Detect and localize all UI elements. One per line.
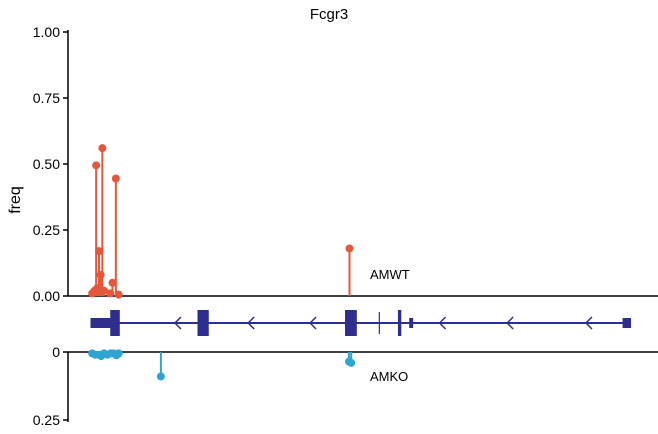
amwt-point [108,278,117,287]
strand-arrow [506,316,514,330]
gene-exon-utr [622,318,631,328]
strand-arrow [247,316,255,330]
gene-exon-utr [90,318,116,328]
amko-point [114,349,123,358]
bottom-y-tick-label: 0.25 [33,412,60,428]
top-y-tick-label: 1.00 [33,24,60,40]
amwt-point [92,161,101,170]
amwt-point [96,270,105,279]
amwt-point [94,247,103,256]
amko-point [347,358,356,367]
gene-track [90,310,631,336]
top-y-tick-label: 0.25 [33,222,60,238]
gene-exon-cds [110,310,120,336]
top-y-tick-label: 0.50 [33,156,60,172]
gene-exon-cds [344,310,357,336]
top-y-tick-label: 0.00 [33,288,60,304]
strand-arrow [309,316,317,330]
amwt-point [114,290,123,299]
top-y-tick-label: 0.75 [33,90,60,106]
gene-exon-cds [397,310,402,336]
gene-exon-utr [409,318,414,328]
amko-point [156,372,165,381]
amwt-point [100,286,109,295]
strand-arrow [173,316,182,330]
strand-arrow [438,316,447,330]
chart-title: Fcgr3 [310,6,348,23]
amwt-point [98,144,107,153]
bottom-y-tick-label: 0 [52,344,60,360]
amko-label: AMKO [370,369,408,384]
top-panel: 1.00 0.75 0.50 0.25 0.00 AMWT [33,24,658,304]
amwt-point [345,244,354,253]
y-axis-title: freq [7,186,24,214]
gene-exon-cds [197,310,209,336]
strand-arrow [584,316,593,330]
bottom-panel: 0 0.25 AMKO [33,344,658,428]
amwt-point [111,174,120,183]
amwt-label: AMWT [370,267,410,282]
